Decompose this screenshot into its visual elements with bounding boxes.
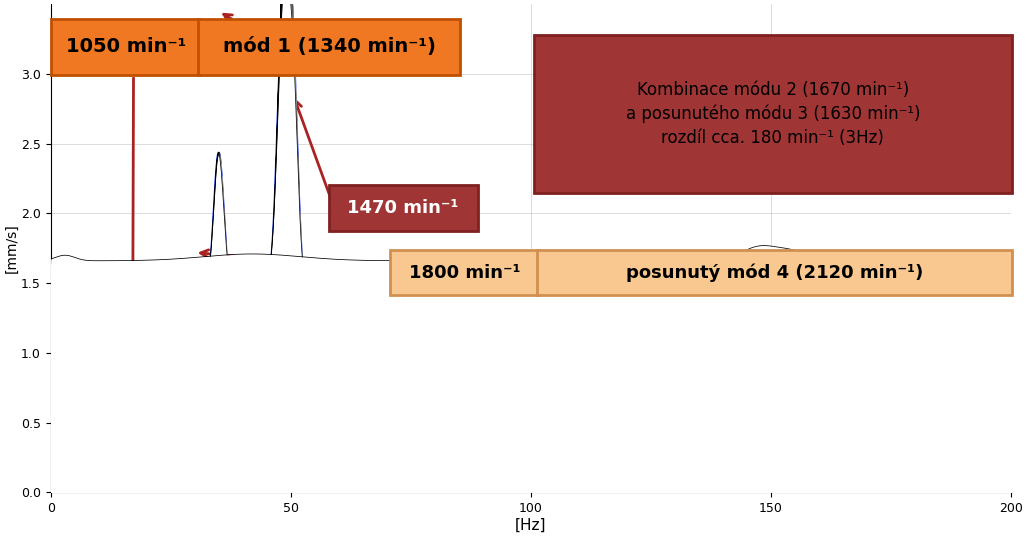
Y-axis label: [mm/s]: [mm/s] (4, 223, 18, 273)
Text: mód 1 (1340 min⁻¹): mód 1 (1340 min⁻¹) (223, 38, 435, 56)
Text: 1050 min⁻¹: 1050 min⁻¹ (66, 38, 186, 56)
Text: posunutý mód 4 (2120 min⁻¹): posunutý mód 4 (2120 min⁻¹) (625, 263, 923, 282)
Text: Kombinace módu 2 (1670 min⁻¹)
a posunutého módu 3 (1630 min⁻¹)
rozdíl cca. 180 m: Kombinace módu 2 (1670 min⁻¹) a posunuté… (625, 81, 920, 147)
X-axis label: [Hz]: [Hz] (515, 518, 546, 533)
Text: 1800 min⁻¹: 1800 min⁻¹ (409, 264, 521, 281)
Text: 1470 min⁻¹: 1470 min⁻¹ (347, 199, 459, 217)
